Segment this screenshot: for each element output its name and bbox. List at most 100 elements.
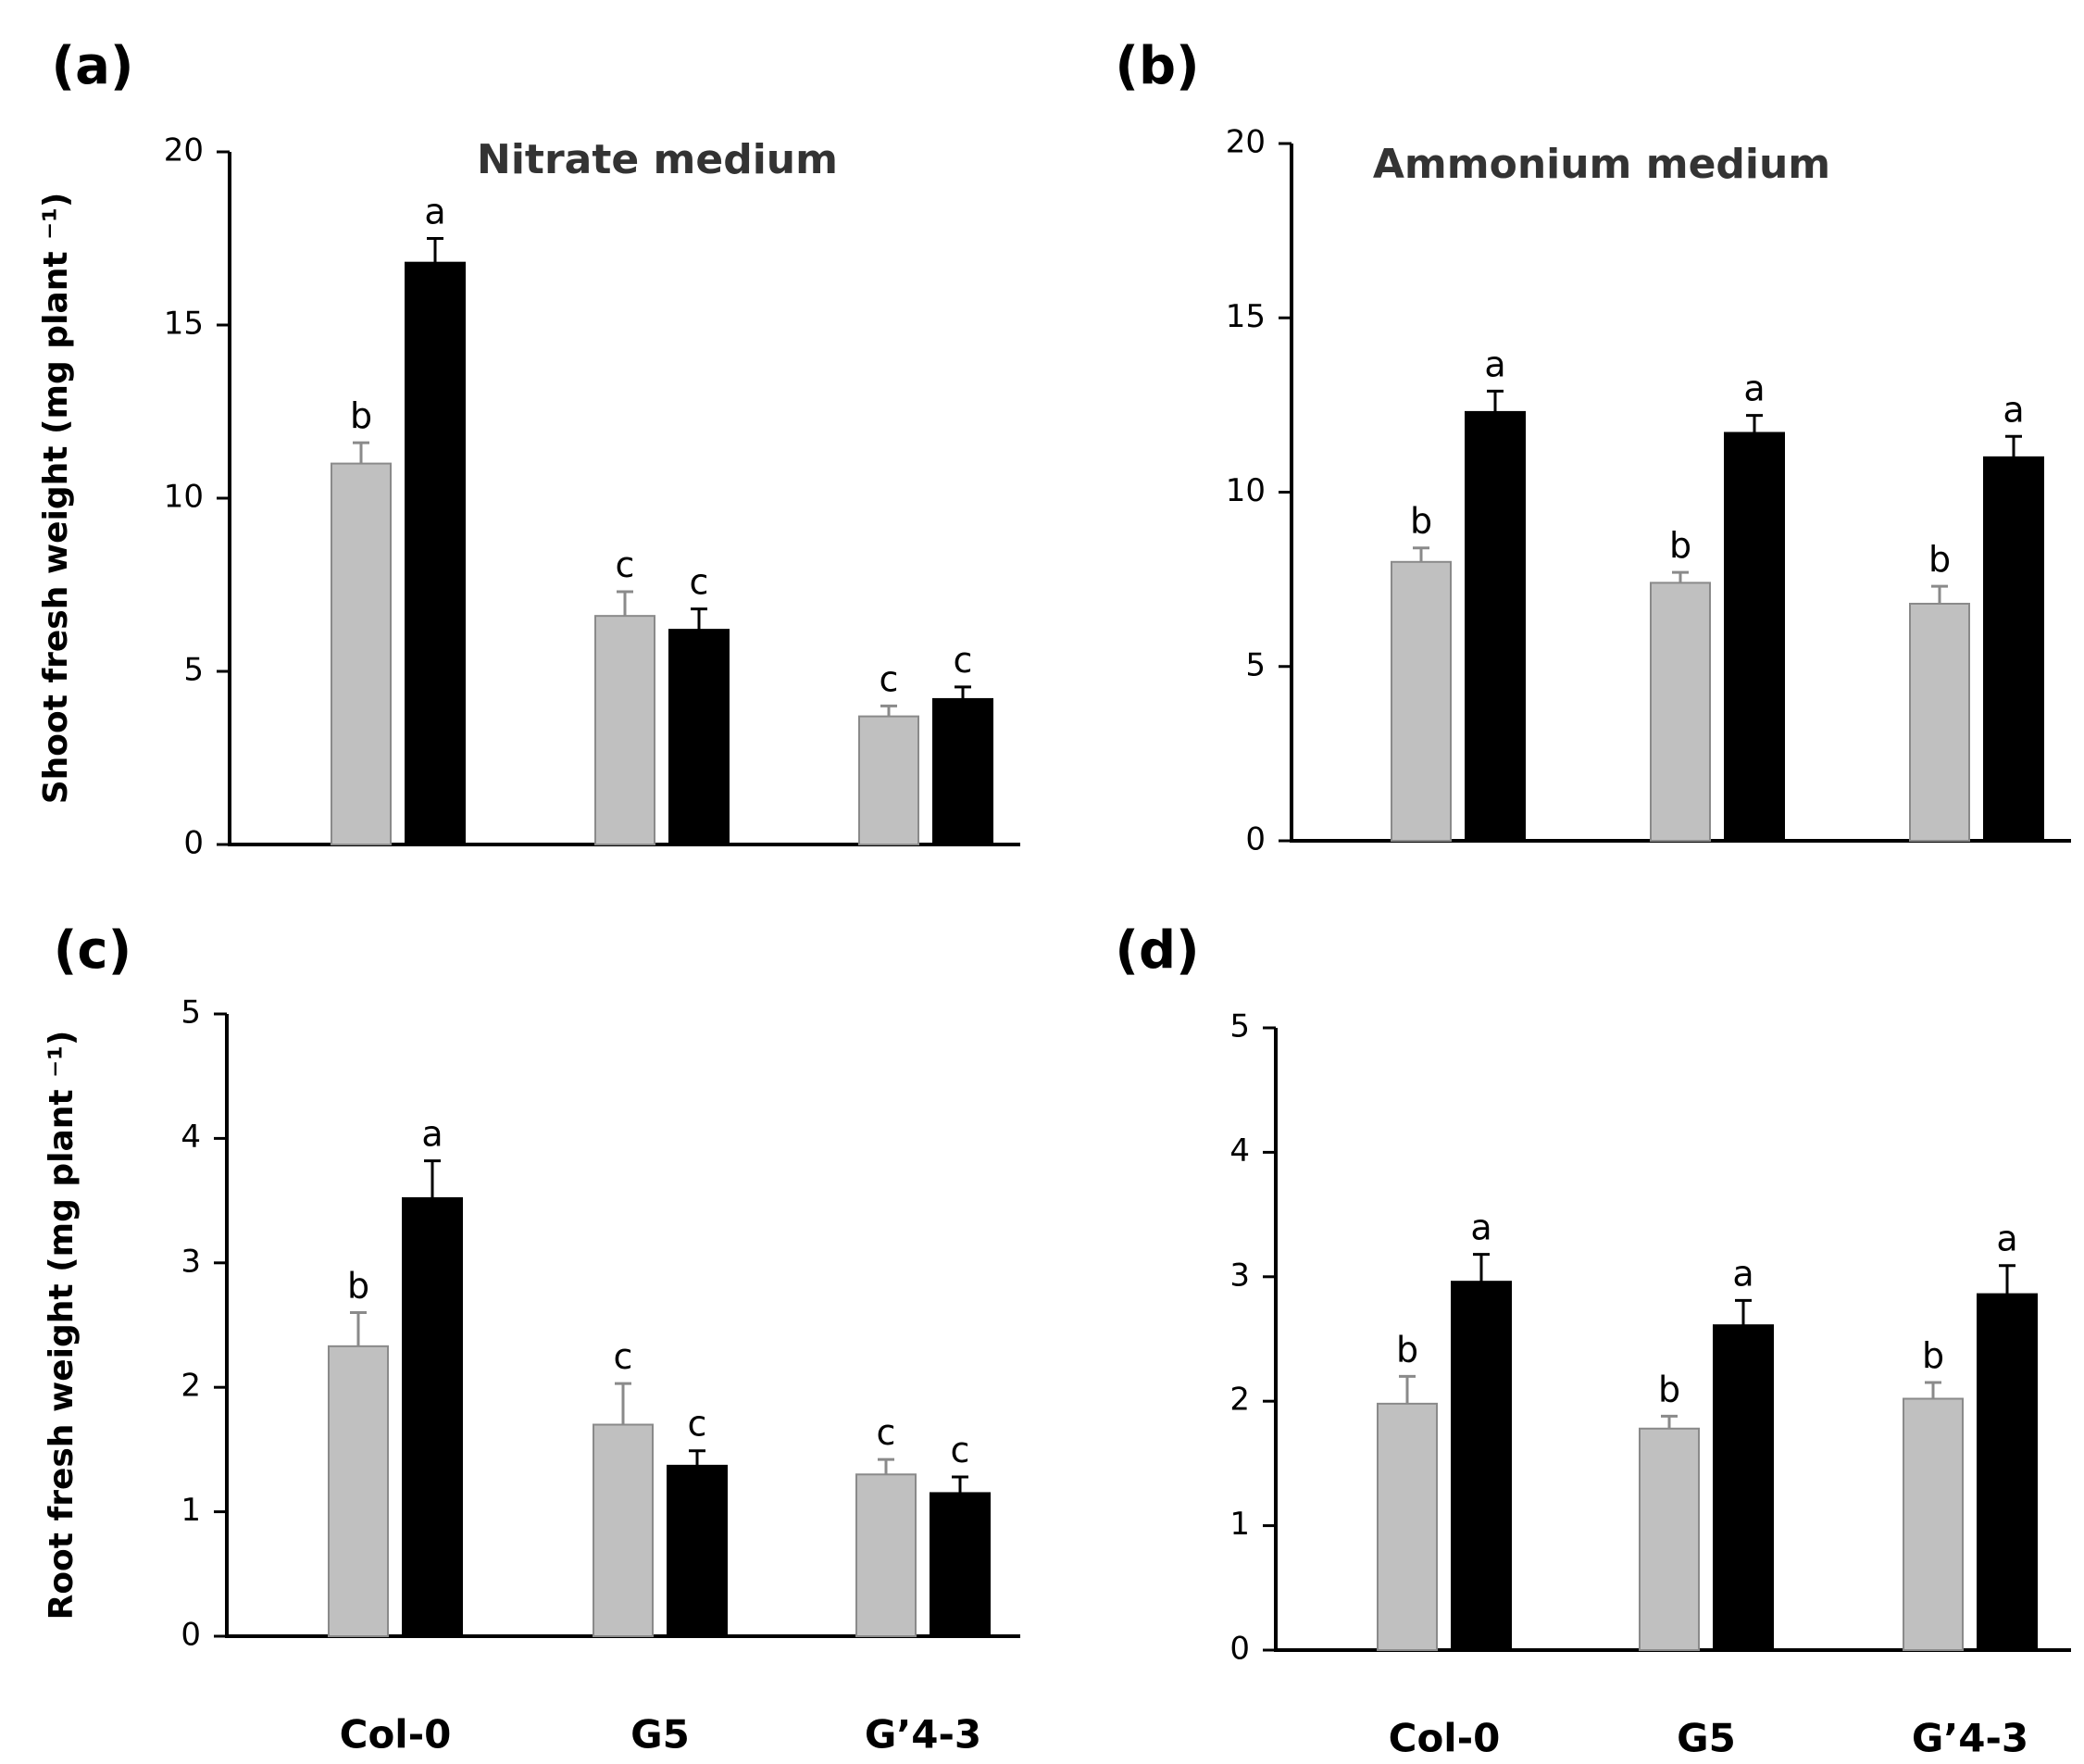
y-tick-label: 1 [1229,1506,1250,1543]
significance-label: b [1658,1369,1680,1409]
x-category-label: G5 [630,1712,690,1758]
bar [1391,560,1452,842]
bar [331,462,392,845]
significance-label: c [688,1404,707,1445]
x-category-label: G5 [1677,1716,1736,1761]
significance-label: a [421,1114,443,1155]
significance-label: c [877,1412,896,1453]
significance-label: a [1484,344,1505,384]
error-bar [1661,1414,1678,1429]
bar [855,1473,917,1638]
y-tick-label: 20 [1226,124,1266,161]
error-bar [1735,1298,1752,1326]
bar [1465,410,1526,842]
bar [1713,1324,1774,1651]
error-bar [1925,1381,1941,1399]
x-category-label: Col-0 [1389,1716,1501,1761]
bar [1451,1281,1512,1652]
significance-label: a [1470,1207,1491,1248]
error-bar [689,1449,705,1466]
bar [1724,432,1785,842]
significance-label: c [951,1430,970,1470]
error-bar [1399,1374,1416,1404]
panel-label: (a) [52,36,134,96]
significance-label: a [1996,1219,2017,1259]
error-bar [427,237,443,263]
panel-label: (d) [1115,920,1199,981]
error-bar [2005,434,2022,457]
panel-a: (a) Nitrate medium Shoot fresh weight (mg … [37,36,1020,862]
bar [1903,1397,1964,1651]
error-bar [1999,1264,2015,1295]
error-bar [1487,389,1504,412]
bar [667,1464,728,1637]
error-bar [1931,584,1948,604]
chart-title: Nitrate medium [477,136,838,183]
y-tick-label: 0 [181,1617,201,1654]
bar [1977,1293,2038,1651]
significance-label: b [1922,1335,1944,1376]
y-tick-label: 5 [1229,1008,1250,1045]
significance-label: a [1732,1253,1753,1294]
bar [402,1196,463,1637]
significance-label: a [1743,369,1765,409]
y-tick-label: 1 [181,1492,201,1529]
y-tick-label: 20 [164,132,204,169]
y-tick-label: 5 [181,995,201,1032]
significance-label: c [880,658,899,699]
significance-label: a [424,192,445,232]
y-tick-label: 0 [183,825,204,862]
panel-d: (d) 0 1 2 3 4 5 b b b a a a Col-0 G5 G’4-3 [1115,920,2071,1761]
y-tick-label: 5 [183,652,204,689]
x-category-label: Col-0 [340,1712,452,1758]
significance-label: b [1928,539,1951,580]
error-bar [952,1475,968,1494]
bar [668,629,730,845]
bar [594,615,655,845]
x-category-label: G’4-3 [865,1712,981,1758]
y-tick-label: 2 [181,1368,201,1405]
bar [858,715,919,845]
x-category-label: G’4-3 [1912,1716,2028,1761]
bar [1909,602,1970,842]
y-tick-label: 4 [1229,1132,1250,1170]
error-bar [1473,1253,1490,1282]
significance-label: b [1410,501,1432,542]
bar [328,1345,389,1638]
y-tick-label: 3 [181,1243,201,1280]
chart-title: Ammonium medium [1373,141,1830,188]
y-tick-label: 10 [1226,472,1266,509]
error-bar [955,685,971,699]
error-bar [880,704,897,717]
error-bar [1746,414,1763,433]
error-bar [1413,546,1429,562]
bar [932,697,993,845]
bar [1639,1427,1700,1651]
panel-c: (c) Root fresh weight (mg plant ⁻¹) 0 1 2 3 4 5… [43,920,1020,1758]
error-bar [424,1159,441,1198]
y-tick-label: 3 [1229,1257,1250,1294]
error-bar [615,1382,631,1425]
y-tick-label: 15 [1226,298,1266,335]
panel-label: (b) [1115,36,1199,96]
y-axis-label: Shoot fresh weight (mg plant ⁻¹) [37,193,75,805]
error-bar [1672,570,1689,583]
bar [1650,582,1711,842]
bar [405,261,466,845]
significance-label: a [2003,389,2024,430]
y-tick-label: 5 [1245,646,1266,683]
y-tick-label: 0 [1229,1631,1250,1668]
error-bar [691,607,707,631]
y-tick-label: 15 [164,306,204,343]
significance-label: b [347,1266,369,1307]
panel-label: (c) [54,920,131,981]
y-axis-label: Root fresh weight (mg plant ⁻¹) [43,1031,81,1620]
significance-label: c [616,544,635,585]
y-tick-label: 2 [1229,1382,1250,1419]
bar [593,1423,654,1638]
panel-b: (b) Ammonium medium 0 5 10 15 20 b b b a a a [1115,36,2071,858]
error-bar [350,1311,367,1346]
error-bar [617,590,633,617]
error-bar [353,441,369,464]
bar [1983,456,2044,842]
